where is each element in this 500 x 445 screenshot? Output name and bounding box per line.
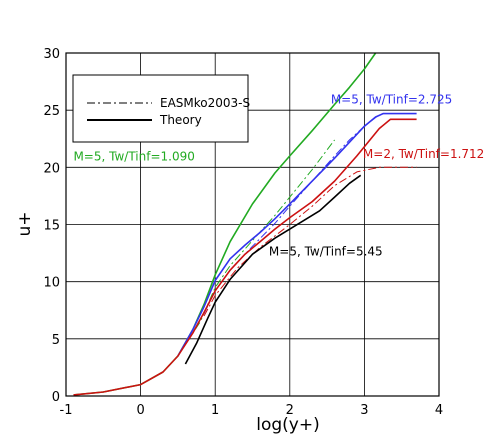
series-annotation-2: M=2, Tw/Tinf=1.712 xyxy=(363,147,484,161)
series-group xyxy=(73,52,417,396)
x-tick-label: 3 xyxy=(360,403,368,418)
legend-label-theory: Theory xyxy=(159,113,202,127)
x-tick-label: -1 xyxy=(60,403,73,418)
series-annotation-1: M=5, Tw/Tinf=2.725 xyxy=(331,92,452,106)
series-line-4 xyxy=(73,118,417,396)
legend-label-easm: EASMko2003-S xyxy=(160,96,250,110)
legend-box xyxy=(72,74,249,143)
y-tick-label: 30 xyxy=(43,47,60,62)
y-tick-label: 15 xyxy=(43,219,60,234)
y-tick-label: 10 xyxy=(43,276,60,291)
legend: EASMko2003-S Theory xyxy=(72,74,250,143)
x-tick-label: 4 xyxy=(435,403,443,418)
plot-frame xyxy=(65,52,440,397)
y-tick-label: 0 xyxy=(52,390,60,405)
y-tick-label: 5 xyxy=(52,333,60,348)
series-line-2 xyxy=(177,112,417,357)
y-tick-label: 25 xyxy=(43,104,60,119)
series-line-6 xyxy=(184,174,362,365)
x-tick-label: 1 xyxy=(211,403,219,418)
annotations: M=5, Tw/Tinf=1.090 M=5, Tw/Tinf=2.725 M=2,… xyxy=(73,92,484,258)
x-tick-label: 2 xyxy=(286,403,294,418)
x-tick-label: 0 xyxy=(136,403,144,418)
x-axis-label: log(y+) xyxy=(256,415,319,435)
series-annotation-0: M=5, Tw/Tinf=1.090 xyxy=(73,149,194,163)
y-tick-label: 20 xyxy=(43,161,60,176)
series-annotation-3: M=5, Tw/Tinf=5.45 xyxy=(269,244,383,258)
y-axis-label: u+ xyxy=(15,211,35,236)
